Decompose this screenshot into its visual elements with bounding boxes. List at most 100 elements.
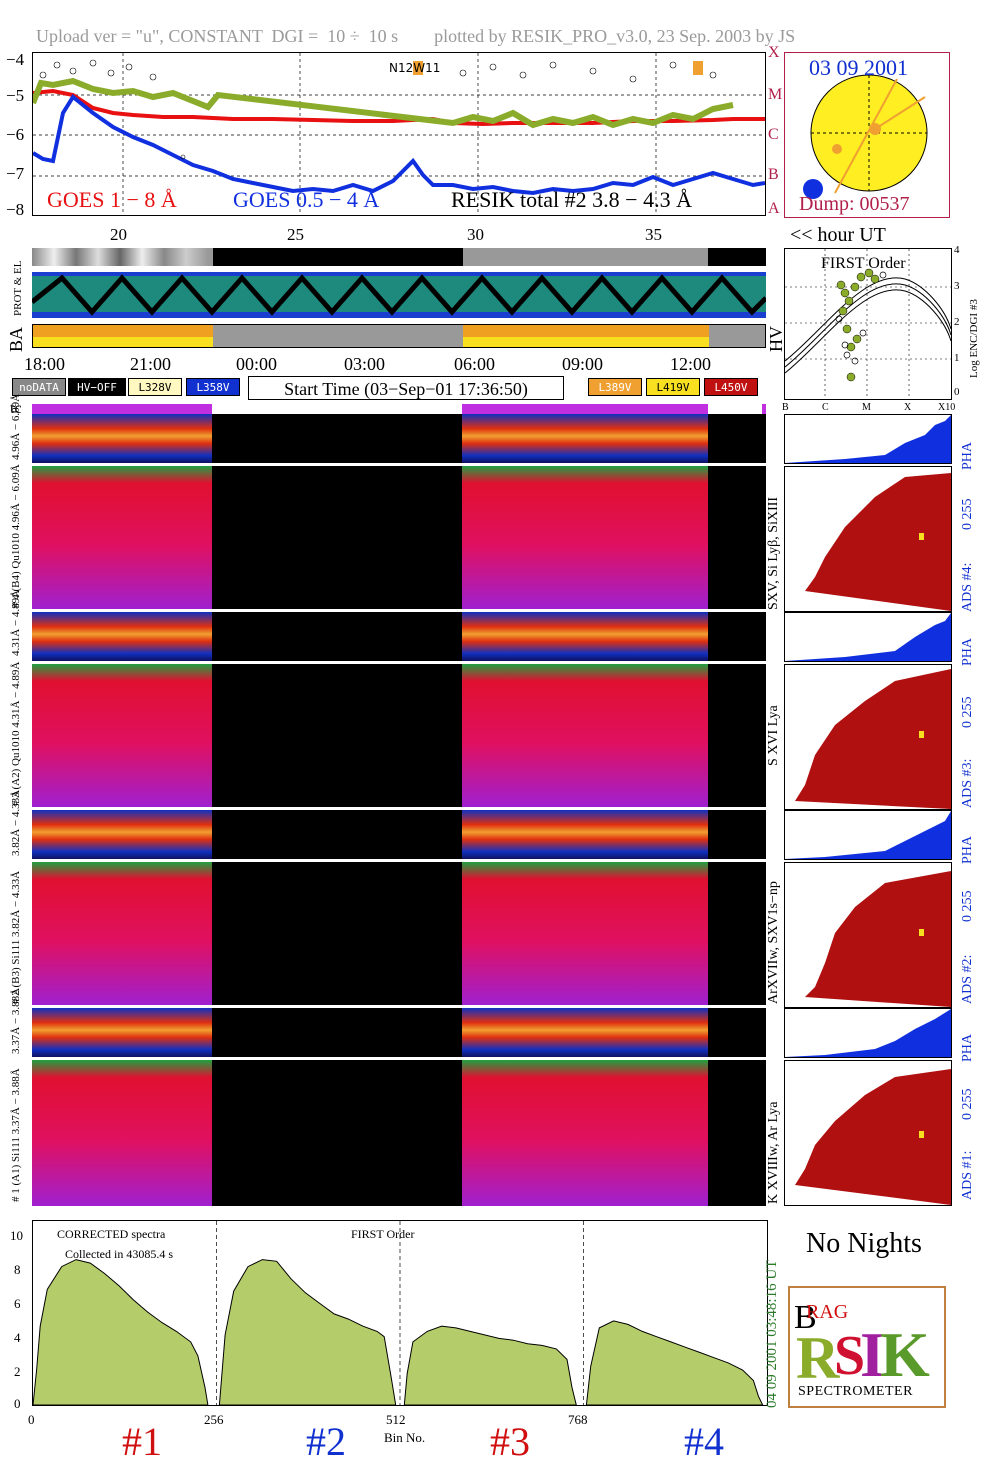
goes-xtick: 20 bbox=[110, 225, 127, 244]
legend-goes-short: GOES 0.5 − 4 Å bbox=[233, 187, 380, 212]
goes-ytick: −7 bbox=[6, 164, 25, 183]
ads-scale-label: 0 255 bbox=[960, 498, 975, 531]
pha-label: PHA bbox=[960, 441, 975, 470]
detector-label-4: #4 bbox=[684, 1419, 724, 1464]
tc-label: tc bbox=[10, 400, 22, 417]
time-tick: 21:00 bbox=[130, 354, 172, 374]
time-tick: 03:00 bbox=[344, 354, 386, 374]
ba-hv-bar bbox=[32, 324, 766, 348]
detector-label-2: #2 bbox=[306, 1419, 346, 1464]
first-order-ytick: 3 bbox=[954, 280, 960, 292]
no-nights-label: No Nights bbox=[806, 1228, 922, 1259]
goes-class: M bbox=[768, 86, 783, 103]
ads-spectrogram-1 bbox=[32, 1060, 766, 1206]
first-order-ytick: 2 bbox=[954, 316, 960, 328]
svg-text:R: R bbox=[796, 1325, 840, 1384]
spectral-lines-label: K XVIIIw, Ar Lya bbox=[766, 1101, 781, 1204]
channel-label: # 1 (A1) Si111 3.37Å − 3.88Å bbox=[10, 1068, 22, 1202]
pha-range-label: 4.96Å − 6.09Å bbox=[10, 393, 22, 460]
svg-text:K: K bbox=[880, 1319, 930, 1384]
first-order-xtick: M bbox=[862, 402, 871, 413]
spectra-xtick: 768 bbox=[568, 1412, 588, 1427]
detector-label-3: #3 bbox=[490, 1419, 530, 1464]
collected-label: Collected in 43085.4 s bbox=[65, 1247, 173, 1261]
logo-spectrometer-text: SPECTROMETER bbox=[798, 1384, 913, 1399]
spectra-xlabel: Bin No. bbox=[384, 1430, 426, 1445]
goes-xtick: 25 bbox=[287, 225, 304, 244]
prot-el-gap bbox=[213, 248, 463, 266]
spectra-ytick: 6 bbox=[14, 1296, 21, 1311]
ads-scale-label: 0 255 bbox=[960, 890, 975, 923]
channel-label: # 2 (B3) Si111 3.82Å − 4.33Å bbox=[10, 870, 22, 1004]
pha-spectrogram-2 bbox=[32, 810, 766, 862]
sun-disk-panel: 03 09 2001 Dump: 00537 bbox=[784, 52, 950, 218]
goes-ytick: −6 bbox=[6, 125, 25, 144]
ads-histogram-3 bbox=[784, 664, 952, 810]
ads-spectrogram-3 bbox=[32, 664, 766, 810]
legend-v389: L389V bbox=[588, 378, 642, 396]
goes-lightcurve-panel: N12W11 GOES 1 − 8 Å GOES 0.5 − 4 Å RESIK… bbox=[30, 52, 766, 216]
ut-timestamp: 04 09 2001 03:48:16 UT bbox=[764, 1259, 780, 1408]
spectral-lines-label: S XVI Lya bbox=[766, 705, 781, 766]
first-order-xtick: B bbox=[782, 402, 789, 413]
pha-histogram-3 bbox=[784, 612, 952, 662]
ads-histogram-2 bbox=[784, 862, 952, 1008]
pha-spectrogram-1 bbox=[32, 1008, 766, 1060]
pha-range-label: 3.37Å − 3.88Å bbox=[10, 987, 22, 1054]
ba-label: BA bbox=[6, 326, 26, 352]
spectrum-area-3 bbox=[403, 1325, 577, 1406]
sun-disk bbox=[803, 74, 928, 199]
resik-logo-graphic: B RAG R S I K bbox=[794, 1299, 930, 1391]
first-order-panel: FIRST Order bbox=[784, 248, 952, 400]
resik-scatter-points bbox=[39, 59, 717, 160]
pha-label: PHA bbox=[960, 637, 975, 666]
svg-text:I: I bbox=[860, 1319, 885, 1384]
legend-v450: L450V bbox=[704, 378, 758, 396]
prot-el-gap bbox=[708, 248, 766, 266]
svg-text:S: S bbox=[834, 1325, 865, 1384]
sun-date: 03 09 2001 bbox=[809, 55, 908, 80]
pha-label: PHA bbox=[960, 1033, 975, 1062]
ads-spectrogram-2 bbox=[32, 862, 766, 1008]
pha-histogram-4 bbox=[784, 414, 952, 464]
channel-label: # 4 (B4) Qu1010 4.96Å − 6.09Å bbox=[10, 464, 22, 608]
first-order-ytick: 4 bbox=[954, 244, 960, 256]
prot-el-label: PROT & EL bbox=[12, 260, 24, 316]
first-order-title: FIRST Order bbox=[821, 255, 906, 272]
detector-label-1: #1 bbox=[122, 1419, 162, 1464]
ads-label: ADS #2: bbox=[960, 954, 975, 1004]
tc-bar bbox=[32, 404, 766, 414]
channel-label: # 3 (A2) Qu1010 4.31Å − 4.89Å bbox=[10, 661, 22, 806]
spectra-ytick: 10 bbox=[10, 1228, 23, 1243]
ads-spectrogram-4 bbox=[32, 466, 766, 612]
pha-range-label: 3.82Å − 4.33Å bbox=[10, 789, 22, 856]
svg-text:RAG: RAG bbox=[806, 1301, 848, 1323]
legend-nodata: noDATA bbox=[12, 378, 66, 396]
legend-resik: RESIK total #2 3.8 − 4.3 Å bbox=[451, 187, 692, 212]
plot-header: Upload ver = "u", CONSTANT DGI = 10 ÷ 10… bbox=[36, 26, 796, 46]
corrected-label: CORRECTED spectra bbox=[57, 1227, 166, 1241]
first-order-ytick: 1 bbox=[954, 352, 960, 364]
first-order-xtick: X bbox=[904, 402, 912, 413]
spectra-ytick: 4 bbox=[14, 1330, 21, 1345]
spectra-xtick: 512 bbox=[386, 1412, 406, 1427]
time-tick: 00:00 bbox=[236, 354, 278, 374]
pha-label: PHA bbox=[960, 835, 975, 864]
goes-class: B bbox=[768, 166, 779, 183]
first-order-xtick: C bbox=[822, 402, 829, 413]
ads-label: ADS #1: bbox=[960, 1150, 975, 1200]
spectrum-area-4 bbox=[585, 1320, 764, 1406]
spectra-xtick: 256 bbox=[204, 1412, 224, 1427]
time-tick: 18:00 bbox=[24, 354, 66, 374]
pha-histogram-2 bbox=[784, 810, 952, 860]
time-tick: 12:00 bbox=[670, 354, 712, 374]
dump-label: Dump: 00537 bbox=[799, 193, 910, 215]
legend-v419: L419V bbox=[646, 378, 700, 396]
spectra-ytick: 8 bbox=[14, 1262, 21, 1277]
first-order-scatter bbox=[784, 249, 952, 399]
spectral-lines-label: ArXVIIw, SXV1s−np bbox=[766, 881, 781, 1004]
ads-scale-label: 0 255 bbox=[960, 696, 975, 729]
ads-scale-label: 0 255 bbox=[960, 1088, 975, 1121]
goes-ytick: −4 bbox=[6, 50, 25, 69]
start-time-box: Start Time (03−Sep−01 17:36:50) bbox=[248, 376, 564, 400]
